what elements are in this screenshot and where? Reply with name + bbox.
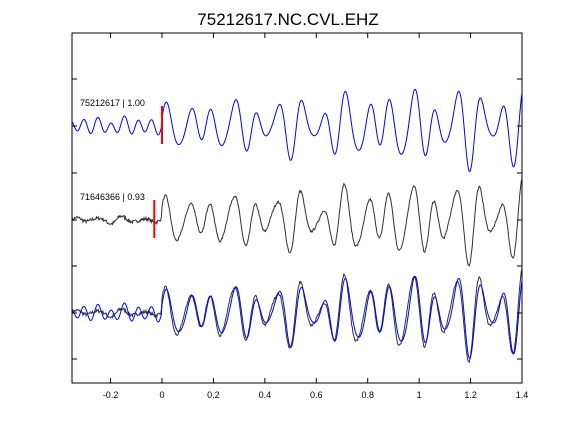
trace-label-comparison: 71646366 | 0.93 [80, 192, 145, 202]
x-tick-label: 0.8 [361, 390, 374, 400]
overlay-trace-reference [71, 275, 523, 359]
x-tick-label: 1.2 [464, 390, 477, 400]
axis-ticks: -0.2 0 0.2 0.4 0.6 0.8 1 1.2 1.4 [72, 33, 528, 400]
x-tick-label: 1.4 [516, 390, 529, 400]
plot-frame [71, 32, 523, 384]
trace-comparison [71, 178, 523, 267]
overlay-trace-comparison [71, 268, 523, 364]
pick-markers [153, 106, 163, 238]
trace-reference [71, 88, 523, 172]
traces-layer [71, 88, 523, 364]
x-tick-label: -0.2 [103, 390, 119, 400]
x-tick-label: 0.6 [310, 390, 323, 400]
x-tick-label: 0.4 [259, 390, 272, 400]
x-tick-label: 1 [417, 390, 422, 400]
x-tick-label: 0.2 [207, 390, 220, 400]
chart-title: 75212617.NC.CVL.EHZ [197, 10, 378, 29]
x-tick-label: 0 [159, 390, 164, 400]
trace-label-reference: 75212617 | 1.00 [80, 98, 145, 108]
